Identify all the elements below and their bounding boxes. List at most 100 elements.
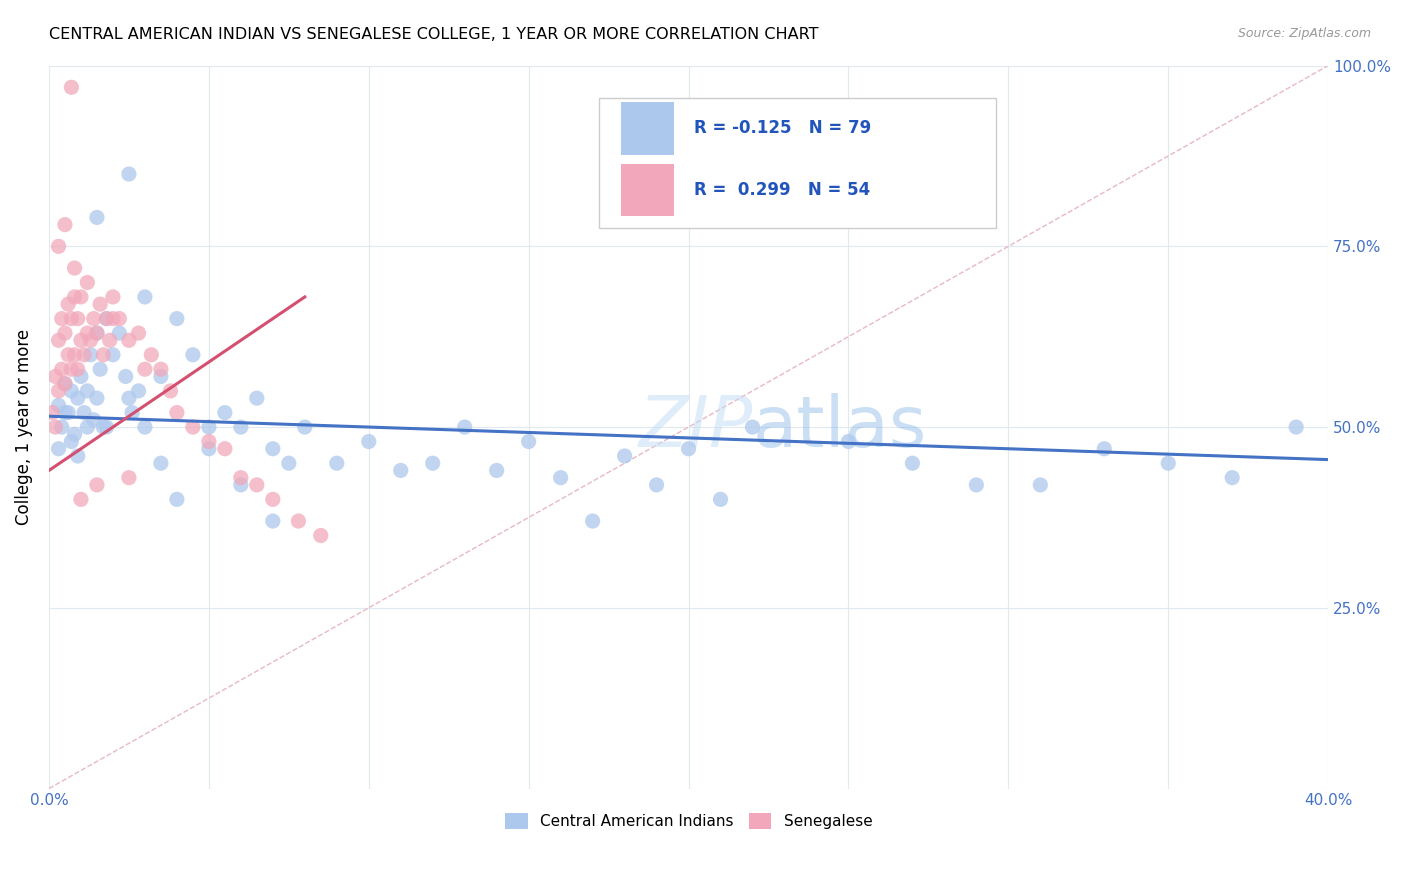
FancyBboxPatch shape: [621, 164, 675, 216]
Senegalese: [51, 311, 73, 326]
Senegalese: [63, 290, 86, 304]
Central American Indians: [53, 376, 76, 391]
Text: Source: ZipAtlas.com: Source: ZipAtlas.com: [1237, 27, 1371, 40]
Central American Indians: [56, 406, 79, 420]
Senegalese: [134, 362, 156, 376]
Text: atlas: atlas: [752, 392, 927, 461]
Senegalese: [53, 218, 76, 232]
Central American Indians: [79, 348, 101, 362]
Senegalese: [149, 362, 172, 376]
Central American Indians: [51, 420, 73, 434]
Central American Indians: [198, 420, 221, 434]
Central American Indians: [1285, 420, 1308, 434]
Senegalese: [166, 406, 188, 420]
Text: R = -0.125   N = 79: R = -0.125 N = 79: [693, 120, 870, 137]
Senegalese: [86, 478, 108, 492]
Senegalese: [118, 334, 141, 348]
Central American Indians: [181, 348, 204, 362]
Senegalese: [141, 348, 163, 362]
Central American Indians: [198, 442, 221, 456]
Central American Indians: [1092, 442, 1115, 456]
Senegalese: [159, 384, 181, 398]
Text: R =  0.299   N = 54: R = 0.299 N = 54: [693, 181, 870, 199]
Senegalese: [101, 290, 124, 304]
Central American Indians: [118, 391, 141, 405]
Central American Indians: [517, 434, 540, 449]
Central American Indians: [149, 369, 172, 384]
Senegalese: [66, 311, 89, 326]
Central American Indians: [118, 167, 141, 181]
Senegalese: [56, 348, 79, 362]
Central American Indians: [709, 492, 731, 507]
Central American Indians: [60, 384, 83, 398]
Central American Indians: [73, 406, 96, 420]
Central American Indians: [166, 492, 188, 507]
Senegalese: [44, 369, 66, 384]
Senegalese: [118, 471, 141, 485]
Senegalese: [91, 348, 114, 362]
Senegalese: [70, 334, 93, 348]
Senegalese: [128, 326, 150, 340]
Central American Indians: [83, 413, 105, 427]
Central American Indians: [965, 478, 987, 492]
Central American Indians: [53, 406, 76, 420]
Central American Indians: [901, 456, 924, 470]
Senegalese: [73, 348, 96, 362]
Central American Indians: [134, 290, 156, 304]
Central American Indians: [741, 420, 763, 434]
Central American Indians: [166, 311, 188, 326]
Text: ZIP: ZIP: [638, 392, 752, 461]
Central American Indians: [76, 420, 98, 434]
Senegalese: [246, 478, 269, 492]
Central American Indians: [134, 420, 156, 434]
Central American Indians: [86, 211, 108, 225]
Senegalese: [53, 376, 76, 391]
FancyBboxPatch shape: [599, 98, 995, 228]
Central American Indians: [262, 442, 284, 456]
Senegalese: [96, 311, 118, 326]
Central American Indians: [96, 311, 118, 326]
Senegalese: [60, 311, 83, 326]
Central American Indians: [326, 456, 349, 470]
Central American Indians: [454, 420, 477, 434]
Central American Indians: [1157, 456, 1180, 470]
Central American Indians: [86, 391, 108, 405]
Senegalese: [101, 311, 124, 326]
Senegalese: [53, 326, 76, 340]
Central American Indians: [108, 326, 131, 340]
Central American Indians: [229, 420, 252, 434]
Central American Indians: [613, 449, 636, 463]
Senegalese: [48, 384, 70, 398]
Central American Indians: [645, 478, 668, 492]
Senegalese: [76, 326, 98, 340]
Central American Indians: [91, 420, 114, 434]
Central American Indians: [63, 427, 86, 442]
Central American Indians: [678, 442, 700, 456]
Senegalese: [76, 276, 98, 290]
Senegalese: [198, 434, 221, 449]
Senegalese: [98, 334, 121, 348]
Senegalese: [83, 311, 105, 326]
Central American Indians: [70, 369, 93, 384]
Central American Indians: [1029, 478, 1052, 492]
Legend: Central American Indians, Senegalese: Central American Indians, Senegalese: [499, 807, 879, 835]
Senegalese: [60, 362, 83, 376]
Central American Indians: [262, 514, 284, 528]
Central American Indians: [389, 463, 412, 477]
Central American Indians: [114, 369, 136, 384]
Senegalese: [229, 471, 252, 485]
Senegalese: [108, 311, 131, 326]
Central American Indians: [66, 391, 89, 405]
Central American Indians: [76, 384, 98, 398]
Senegalese: [287, 514, 309, 528]
Central American Indians: [837, 434, 859, 449]
Senegalese: [70, 290, 93, 304]
Senegalese: [48, 239, 70, 253]
Central American Indians: [66, 449, 89, 463]
Senegalese: [86, 326, 108, 340]
Central American Indians: [550, 471, 572, 485]
Senegalese: [79, 334, 101, 348]
Central American Indians: [581, 514, 603, 528]
Central American Indians: [277, 456, 299, 470]
Central American Indians: [246, 391, 269, 405]
